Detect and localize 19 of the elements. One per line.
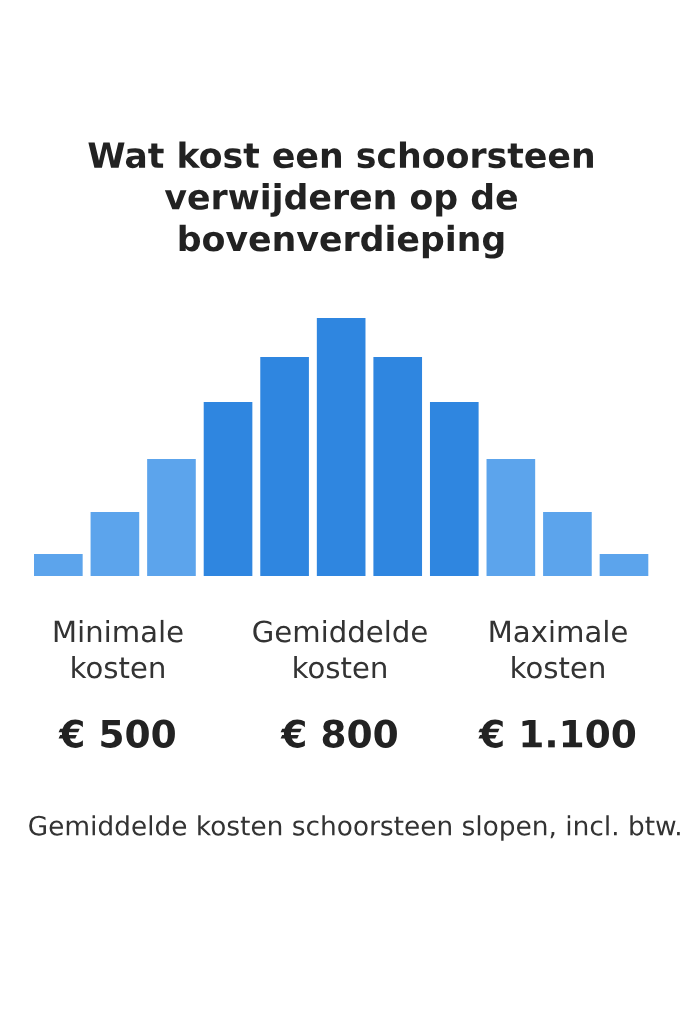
bar (203, 402, 253, 576)
text: € 500 (58, 719, 175, 748)
bar (486, 459, 536, 576)
bar (599, 554, 649, 576)
text: Gemiddelde kosten schoorsteen slopen, incl. btw. (29, 815, 680, 841)
bar (316, 317, 366, 576)
bar (429, 402, 479, 576)
text: € 800 (280, 719, 397, 748)
bar (260, 356, 309, 576)
bar (34, 554, 83, 576)
text: Maximale kosten (490, 619, 627, 679)
text: Gemiddelde kosten (253, 619, 427, 679)
bar (90, 512, 140, 576)
bar (543, 512, 592, 576)
text: € 1.100 (478, 719, 636, 748)
bar (147, 459, 196, 576)
bar (373, 356, 423, 576)
chart-title: Wat kost een schoorsteen verwijderen op de bovenverdieping (88, 141, 593, 259)
text: Minimale kosten (54, 619, 183, 679)
